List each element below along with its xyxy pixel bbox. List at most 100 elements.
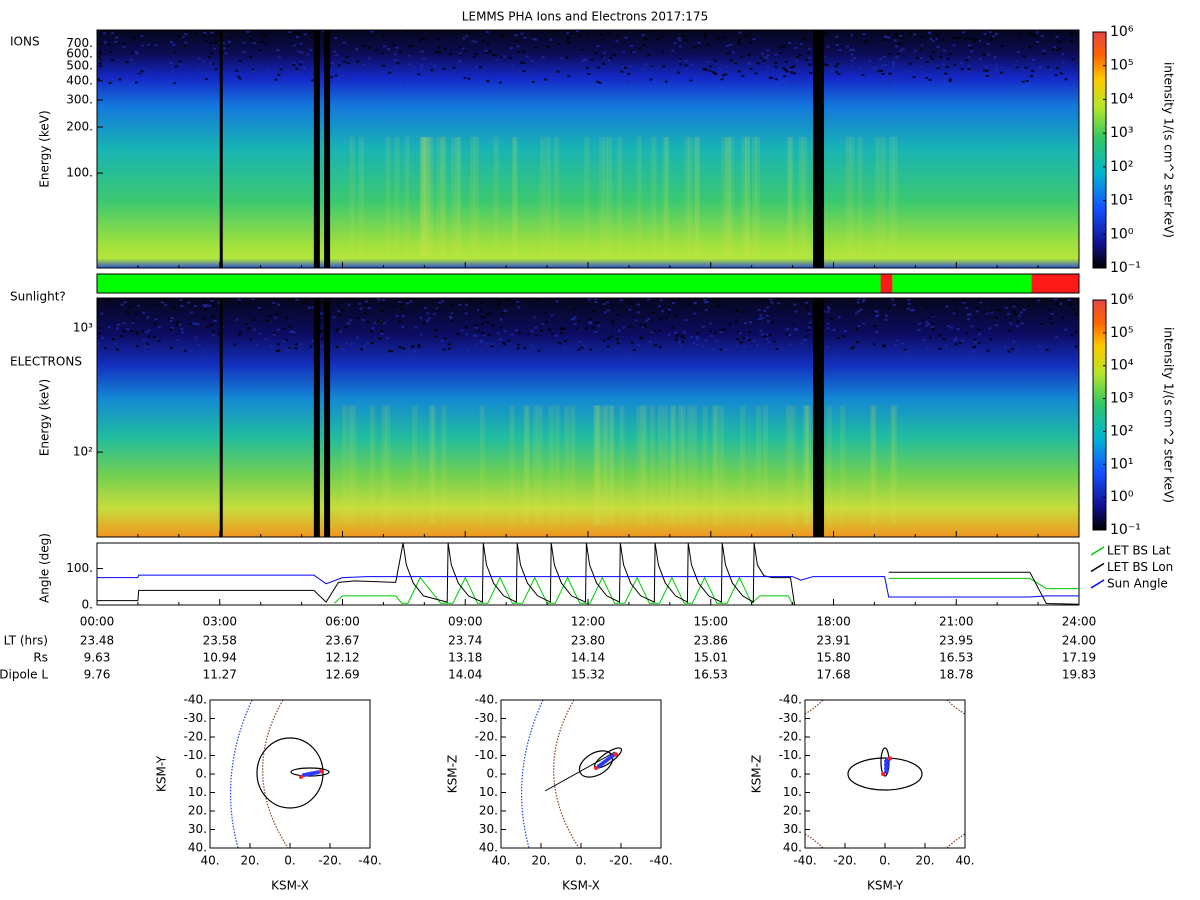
spectrogram-noise [98, 62, 102, 65]
spectrogram-noise [851, 48, 855, 51]
spectrogram-noise [968, 47, 972, 50]
spectrogram-noise [522, 69, 526, 72]
spectrogram-noise [955, 310, 959, 313]
spectrogram-noise [952, 44, 956, 47]
spectrogram-noise [696, 72, 700, 75]
spectrogram-noise [660, 50, 664, 53]
spectrogram-noise [377, 319, 381, 322]
spectrogram-noise [580, 346, 584, 349]
spectrogram-noise [1027, 304, 1031, 307]
spectrogram-noise [337, 301, 341, 304]
spectrogram-noise [592, 309, 596, 312]
spectrogram-noise [841, 335, 845, 338]
spectrogram-noise [985, 65, 989, 68]
spectrogram-noise [458, 303, 462, 306]
spectrogram-noise [935, 33, 939, 36]
spectrogram-noise [267, 320, 271, 323]
spectrogram-noise [387, 48, 391, 51]
spectrogram-noise [967, 313, 971, 316]
data-gap [313, 30, 320, 268]
spectrogram-noise [651, 311, 655, 314]
colorbar-tick-label: 10⁵ [1110, 325, 1133, 341]
spectrogram-noise [798, 81, 802, 84]
x-axis-label: KSM-Y [867, 879, 904, 893]
x-tick-label: 20. [240, 854, 259, 868]
spectrogram-noise [360, 348, 364, 351]
y-tick-label: 10. [479, 785, 498, 799]
spectrogram-noise [131, 321, 135, 324]
spectrogram-noise [684, 60, 688, 63]
spectrogram-noise [1016, 50, 1020, 53]
colorbar [1092, 299, 1107, 531]
spectrogram-noise [1061, 53, 1065, 56]
spectrogram-streak [424, 137, 430, 257]
spectrogram-noise [660, 310, 664, 313]
spectrogram-noise [237, 75, 241, 78]
spectrogram-noise [697, 80, 701, 83]
spectrogram-noise [192, 322, 196, 325]
spectrogram-noise [678, 45, 682, 48]
spectrogram-noise [992, 35, 996, 38]
spectrogram-noise [567, 41, 571, 44]
spectrogram-streak [533, 405, 539, 526]
spectrogram-noise [144, 346, 148, 349]
spectrogram-noise [123, 42, 127, 45]
spectrogram-noise [894, 32, 898, 35]
spectrogram-noise [214, 68, 218, 71]
ephemeris-value: 23.58 [203, 634, 237, 648]
x-tick-label: -40. [358, 854, 381, 868]
spectrogram-noise [215, 40, 219, 43]
spectrogram-noise [194, 336, 198, 339]
ephemeris-value: 15.32 [571, 668, 605, 682]
spectrogram-streak [751, 137, 757, 257]
spectrogram-noise [689, 79, 693, 82]
spectrogram-noise [873, 325, 877, 328]
spectrogram-noise [806, 306, 810, 309]
spectrogram-noise [660, 79, 664, 82]
spectrogram-noise [645, 319, 649, 322]
spectrogram-noise [888, 52, 892, 55]
spectrogram-noise [855, 312, 859, 315]
spectrogram-noise [181, 35, 185, 38]
spectrogram-noise [768, 76, 772, 79]
spectrogram-noise [119, 75, 123, 78]
magnetopause [553, 699, 580, 849]
spectrogram-noise [986, 349, 990, 352]
spectrogram-noise [362, 344, 366, 347]
spectrogram-noise [458, 60, 462, 63]
spectrogram-noise [628, 65, 632, 68]
spectrogram-noise [931, 51, 935, 54]
data-gap [813, 298, 825, 537]
ephemeris-value: 17.68 [816, 668, 850, 682]
spectrogram-noise [573, 323, 577, 326]
spectrogram-noise [632, 348, 636, 351]
spectrogram-noise [475, 65, 479, 68]
spectrogram-noise [1019, 311, 1023, 314]
spectrogram-noise [366, 321, 370, 324]
spectrogram-noise [998, 308, 1002, 311]
spectrogram-noise [209, 42, 213, 45]
spectrogram-noise [724, 71, 728, 74]
spectrogram-noise [804, 301, 808, 304]
spectrogram-noise [108, 79, 112, 82]
spectrogram-streak [584, 137, 590, 257]
spectrogram-noise [514, 34, 518, 37]
spectrogram-noise [303, 68, 307, 71]
spectrogram-noise [268, 315, 272, 318]
y-tick-label: -30. [184, 711, 207, 725]
spectrogram-noise [623, 66, 627, 69]
spectrogram-noise [309, 345, 313, 348]
spectrogram-noise [464, 34, 468, 37]
spectrogram-noise [499, 338, 503, 341]
spectrogram-noise [896, 339, 900, 342]
spectrogram-noise [726, 44, 730, 47]
spectrogram-noise [1061, 61, 1065, 64]
spectrogram-noise [963, 37, 967, 40]
spectrogram-noise [216, 33, 220, 36]
spectrogram-noise [227, 40, 231, 43]
spectrogram-noise [693, 74, 697, 77]
spectrogram-noise [131, 51, 135, 54]
spectrogram-noise [893, 39, 897, 42]
spectrogram-noise [242, 51, 246, 54]
spectrogram-noise [628, 350, 632, 353]
